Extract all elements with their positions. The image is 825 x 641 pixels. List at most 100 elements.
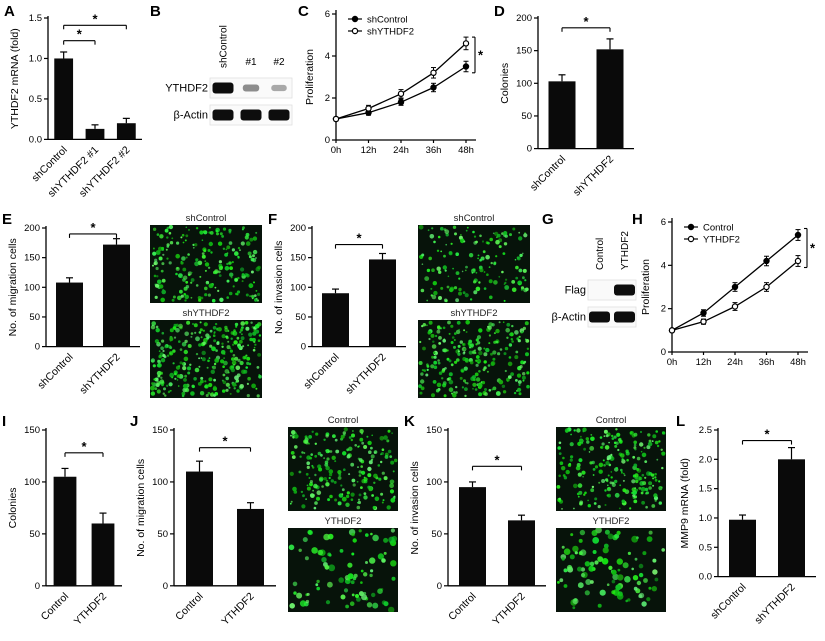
data-point-marker xyxy=(397,90,405,98)
panel-f-micrographs: shControl shYTHDF2 xyxy=(418,212,530,398)
bar-chart: Colonies 0 50 100 150 200 shControl shYTHDF2 * xyxy=(499,13,634,198)
bar xyxy=(91,523,115,586)
y-tick-label: 150 xyxy=(24,425,40,436)
legend-label: Control xyxy=(703,223,734,234)
bar-chart: No. of invasion cells 0 50 100 150 Control YTH… xyxy=(409,425,546,628)
micrograph-image xyxy=(556,427,666,511)
x-tick-label: 36h xyxy=(759,357,775,368)
bar xyxy=(508,520,535,586)
legend-marker xyxy=(687,235,695,243)
y-axis-label: No. of invasion cells xyxy=(409,461,421,554)
panel-label-e: E xyxy=(2,211,13,228)
cells-layer xyxy=(150,320,262,398)
bar xyxy=(186,471,213,586)
western-blot: shControl #1 #2 YTHDF2 β-Actin xyxy=(165,25,293,126)
micrograph-label: YTHDF2 xyxy=(592,516,630,527)
category-label: YTHDF2 xyxy=(72,590,109,627)
legend-marker xyxy=(351,15,359,23)
y-tick-label: 1.5 xyxy=(29,13,42,24)
sig-asterisk: * xyxy=(90,220,96,235)
micrograph-label: YTHDF2 xyxy=(324,516,362,527)
cells-layer xyxy=(152,225,261,303)
blot-band xyxy=(212,109,234,121)
legend-label: shYTHDF2 xyxy=(367,27,414,38)
y-tick-label: 150 xyxy=(24,253,40,264)
y-tick-label: 50 xyxy=(295,312,306,323)
bar xyxy=(548,81,576,149)
micrograph-image xyxy=(288,528,398,612)
panel-label-h: H xyxy=(632,211,643,228)
sig-asterisk: * xyxy=(77,27,83,42)
y-axis-label: YTHDF2 mRNA (fold) xyxy=(9,28,21,129)
y-tick-label: 2.0 xyxy=(699,454,712,465)
panel-e-bar-chart: No. of migration cells 0 50 100 150 200 shCont… xyxy=(6,212,146,402)
y-tick-label: 150 xyxy=(426,425,442,436)
data-point-marker xyxy=(731,303,739,310)
micrograph-label: Control xyxy=(595,415,627,426)
data-point-marker xyxy=(668,327,676,334)
legend-marker xyxy=(351,27,359,35)
blot-band xyxy=(614,311,635,323)
bar xyxy=(596,49,624,149)
blot-band xyxy=(240,109,262,121)
micrograph-image xyxy=(418,320,530,398)
blot-band xyxy=(589,311,610,323)
sig-asterisk: * xyxy=(222,434,228,449)
panel-k-bar-chart: No. of invasion cells 0 50 100 150 Control YTH… xyxy=(408,414,552,632)
category-label: shControl xyxy=(708,581,748,621)
y-tick-label: 0 xyxy=(661,347,666,358)
category-label: shControl xyxy=(301,351,341,391)
y-tick-label: 200 xyxy=(290,223,306,234)
x-tick-label: 0h xyxy=(667,357,678,368)
data-point-marker xyxy=(430,69,437,77)
category-label: shYTHDF2 xyxy=(752,581,797,626)
y-tick-label: 50 xyxy=(157,529,168,540)
category-label: shYTHDF2 xyxy=(77,351,122,396)
sig-asterisk: * xyxy=(92,11,98,26)
y-axis-label: Proliferation xyxy=(304,49,316,105)
x-tick-label: 48h xyxy=(458,145,474,156)
y-tick-label: 6 xyxy=(325,9,330,20)
blot-row-label: β-Actin xyxy=(552,312,586,324)
panel-label-c: C xyxy=(298,3,309,20)
panel-label-g: G xyxy=(542,211,554,228)
category-label: shControl xyxy=(528,153,568,193)
cells-layer xyxy=(418,225,529,303)
category-label: YTHDF2 xyxy=(490,590,527,627)
data-point-marker xyxy=(430,84,437,91)
y-tick-label: 200 xyxy=(24,223,40,234)
panel-l-bar-chart: MMP9 mRNA (fold) 0.0 0.5 1.0 1.5 2.0 2.5 shCont… xyxy=(678,414,822,632)
sig-asterisk: * xyxy=(583,14,589,29)
panel-k-micrographs: Control YTHDF2 xyxy=(556,414,666,612)
category-label: shYTHDF2 xyxy=(571,153,616,198)
x-tick-label: 24h xyxy=(727,357,743,368)
bar xyxy=(778,459,805,577)
panel-d-bar-chart: Colonies 0 50 100 150 200 shControl shYTHDF2 * xyxy=(498,2,640,204)
micrograph-image xyxy=(150,225,262,303)
panel-h-line-chart: Proliferation 0 2 4 6 0h 12h 24h 36h 48h Control YT… xyxy=(640,212,822,378)
legend-label: shControl xyxy=(367,15,408,26)
x-tick-label: 12h xyxy=(361,145,377,156)
y-axis-label: MMP9 mRNA (fold) xyxy=(679,458,691,548)
panel-e-micrographs: shControl shYTHDF2 xyxy=(150,212,262,398)
bar xyxy=(116,123,136,140)
y-axis-label: No. of migration cells xyxy=(135,459,147,557)
bar xyxy=(103,244,130,347)
bar xyxy=(56,282,83,347)
micrograph-label: shYTHDF2 xyxy=(450,308,498,319)
y-tick-label: 0.0 xyxy=(29,134,42,145)
y-tick-label: 50 xyxy=(431,529,442,540)
y-axis-label: No. of invasion cells xyxy=(273,241,285,334)
category-label: Control xyxy=(446,590,478,622)
data-point-marker xyxy=(794,257,802,265)
lane-label: Control xyxy=(595,238,606,270)
bar-chart: No. of migration cells 0 50 100 150 200 shCont… xyxy=(7,220,140,396)
y-tick-label: 100 xyxy=(152,477,168,488)
sig-asterisk: * xyxy=(810,241,816,256)
panel-label-l: L xyxy=(676,413,686,430)
y-tick-label: 50 xyxy=(29,312,40,323)
legend-label: YTHDF2 xyxy=(703,235,740,246)
y-tick-label: 4 xyxy=(661,260,666,271)
bar xyxy=(53,476,77,586)
